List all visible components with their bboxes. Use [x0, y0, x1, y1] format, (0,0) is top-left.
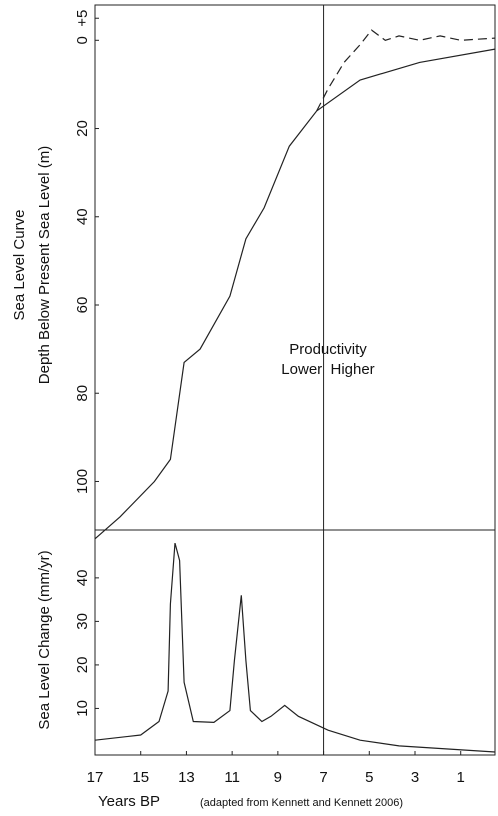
x-tick-label: 13	[178, 769, 195, 786]
plot-frame	[94, 4, 496, 756]
x-tick-label: 3	[411, 769, 419, 786]
y-tick-label: 20	[74, 120, 91, 137]
y-tick-label: 100	[74, 469, 91, 494]
annotation: Productivity	[289, 341, 367, 358]
y-tick-label: 80	[74, 385, 91, 402]
y-axis-label: Sea Level Change (mm/yr)	[36, 550, 53, 729]
y-tick-label: 10	[74, 700, 91, 717]
x-tick-label: 5	[365, 769, 373, 786]
y-tick-label: 40	[74, 570, 91, 587]
x-tick-label: 15	[132, 769, 149, 786]
x-tick-label: 9	[274, 769, 282, 786]
annotation: Lower Higher	[281, 361, 374, 378]
x-tick-label: 17	[87, 769, 104, 786]
source-note: (adapted from Kennett and Kennett 2006)	[200, 797, 403, 809]
y-tick-label: 40	[74, 208, 91, 225]
x-tick-label: 7	[319, 769, 327, 786]
series-line	[94, 542, 496, 753]
x-tick-label: 1	[457, 769, 465, 786]
y-tick-label: +5	[74, 10, 91, 27]
y-tick-label: 60	[74, 297, 91, 314]
y-tick-label: 30	[74, 613, 91, 630]
x-axis-label: Years BP	[98, 793, 160, 810]
y-axis-label: Depth Below Present Sea Level (m)	[36, 146, 53, 384]
series-line	[316, 29, 496, 112]
y-tick-label: 20	[74, 657, 91, 674]
series-line	[94, 48, 496, 540]
y-axis-label: Sea Level Curve	[11, 210, 28, 321]
x-tick-label: 11	[224, 769, 240, 786]
y-tick-label: 0	[74, 36, 91, 44]
